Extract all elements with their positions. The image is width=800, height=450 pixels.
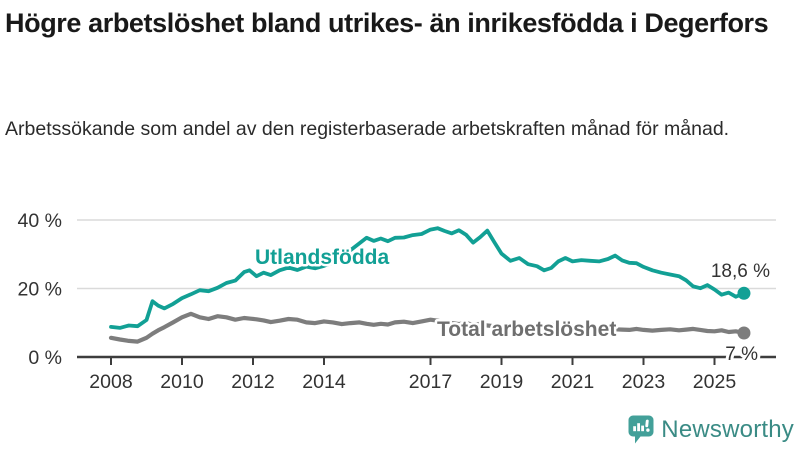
y-axis-label: 40 % — [18, 210, 62, 232]
series-label-utlandsfodda: Utlandsfödda — [255, 246, 389, 269]
series-end-dot-total-arbetsloshet — [737, 326, 751, 340]
newsworthy-logo-icon — [628, 415, 654, 444]
y-axis-label: 0 % — [28, 347, 62, 369]
series-label-total-arbetsloshet: Total arbetslöshet — [437, 318, 616, 341]
x-axis-label: 2017 — [409, 371, 452, 393]
x-axis-label: 2023 — [622, 371, 665, 393]
x-axis-label: 2021 — [551, 371, 594, 393]
x-axis-label: 2008 — [89, 371, 132, 393]
x-axis-label: 2010 — [160, 371, 204, 393]
series-line-total-arbetsloshet — [108, 311, 747, 344]
x-axis-label: 2012 — [231, 371, 274, 393]
chart-subtitle: Arbetssökande som andel av den registerb… — [5, 118, 730, 140]
series-end-label-total-arbetsloshet: 7 % — [725, 344, 758, 365]
x-axis-label: 2025 — [693, 371, 737, 393]
series-end-label-utlandsfodda: 18,6 % — [711, 261, 770, 282]
series-end-dot-utlandsfodda — [737, 286, 751, 300]
y-axis-label: 20 % — [18, 279, 62, 301]
x-axis-label: 2019 — [480, 371, 523, 393]
x-axis-label: 2014 — [302, 371, 346, 393]
series-line-utlandsfodda — [109, 226, 746, 330]
newsworthy-logo[interactable]: Newsworthy — [628, 415, 794, 444]
line-chart: 0 % 20 % 40 % 2008 2010 2012 2014 2017 2019 2021 2… — [18, 210, 776, 393]
brand-wordmark: Newsworthy — [661, 415, 794, 443]
chart-title: Högre arbetslöshet bland utrikes- än inr… — [5, 8, 769, 38]
